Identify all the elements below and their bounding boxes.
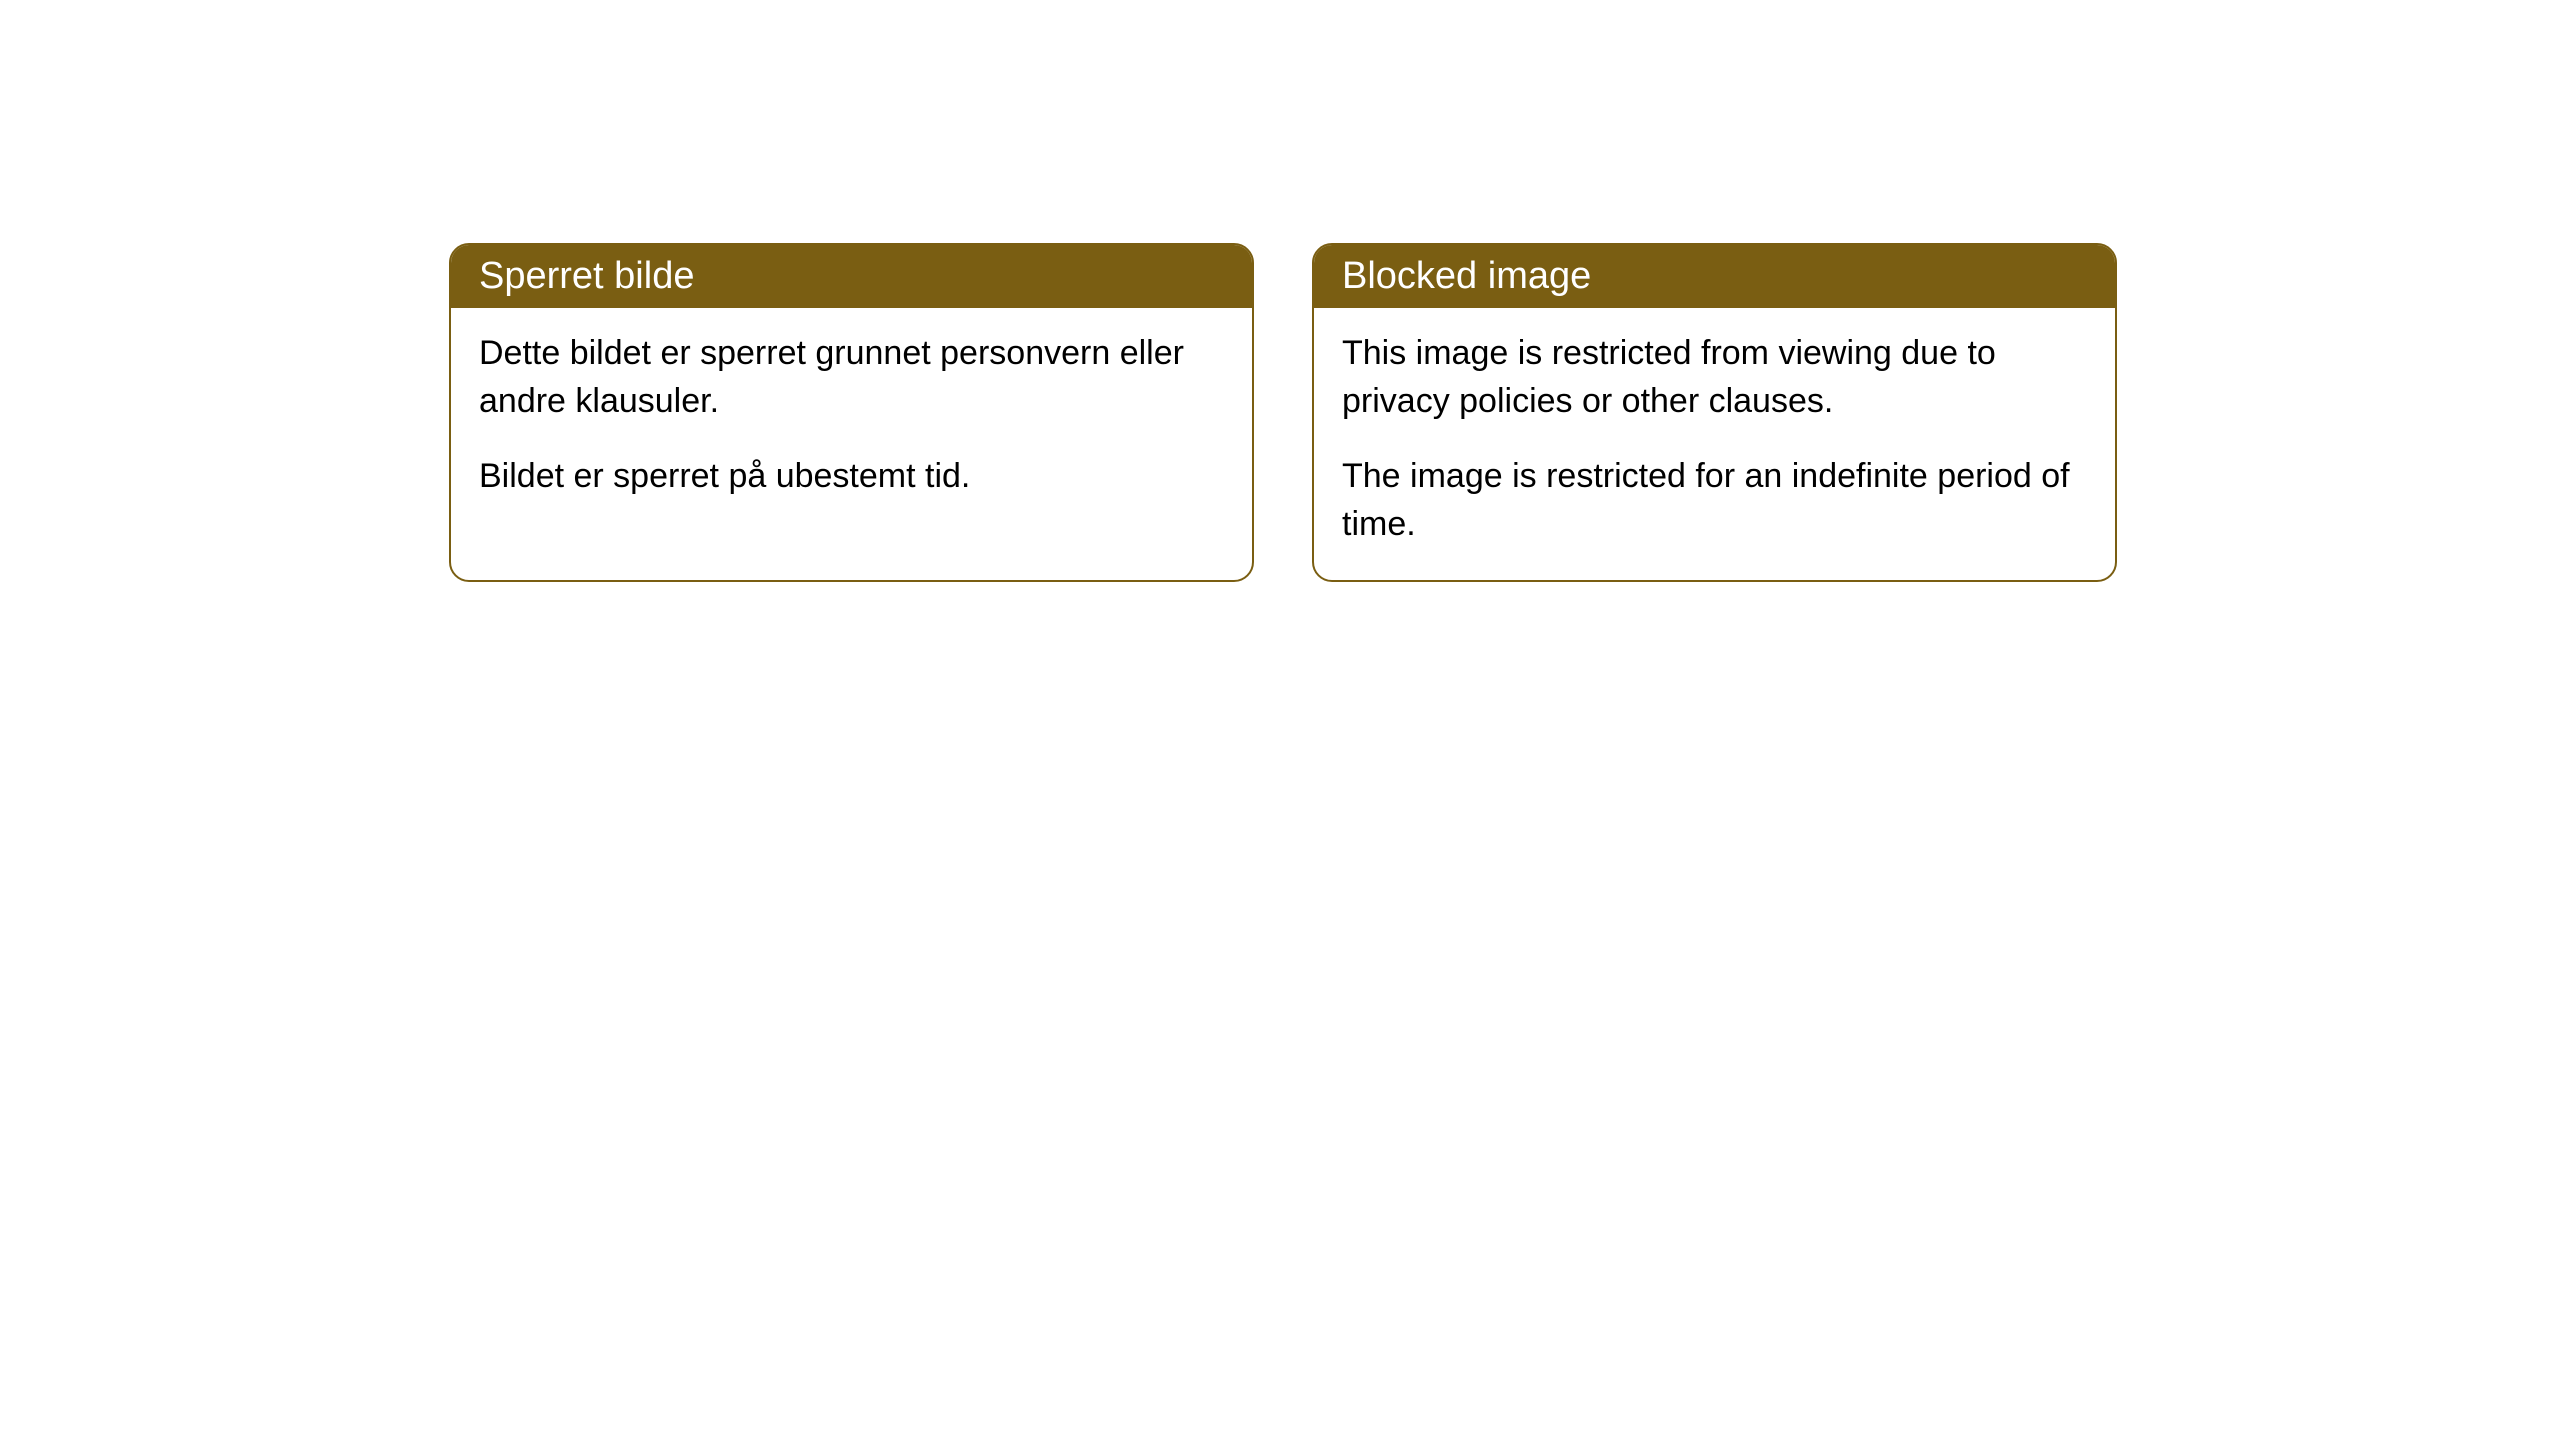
blocked-image-card-norwegian: Sperret bilde Dette bildet er sperret gr… [449, 243, 1254, 582]
card-paragraph-1: This image is restricted from viewing du… [1342, 330, 2087, 425]
card-paragraph-2: Bildet er sperret på ubestemt tid. [479, 453, 1224, 501]
card-paragraph-1: Dette bildet er sperret grunnet personve… [479, 330, 1224, 425]
card-header-norwegian: Sperret bilde [451, 245, 1252, 308]
card-title: Sperret bilde [479, 255, 694, 297]
blocked-image-card-english: Blocked image This image is restricted f… [1312, 243, 2117, 582]
card-paragraph-2: The image is restricted for an indefinit… [1342, 453, 2087, 548]
card-body-english: This image is restricted from viewing du… [1314, 308, 2115, 580]
card-body-norwegian: Dette bildet er sperret grunnet personve… [451, 308, 1252, 533]
card-title: Blocked image [1342, 255, 1591, 297]
notice-cards-container: Sperret bilde Dette bildet er sperret gr… [449, 243, 2117, 582]
card-header-english: Blocked image [1314, 245, 2115, 308]
